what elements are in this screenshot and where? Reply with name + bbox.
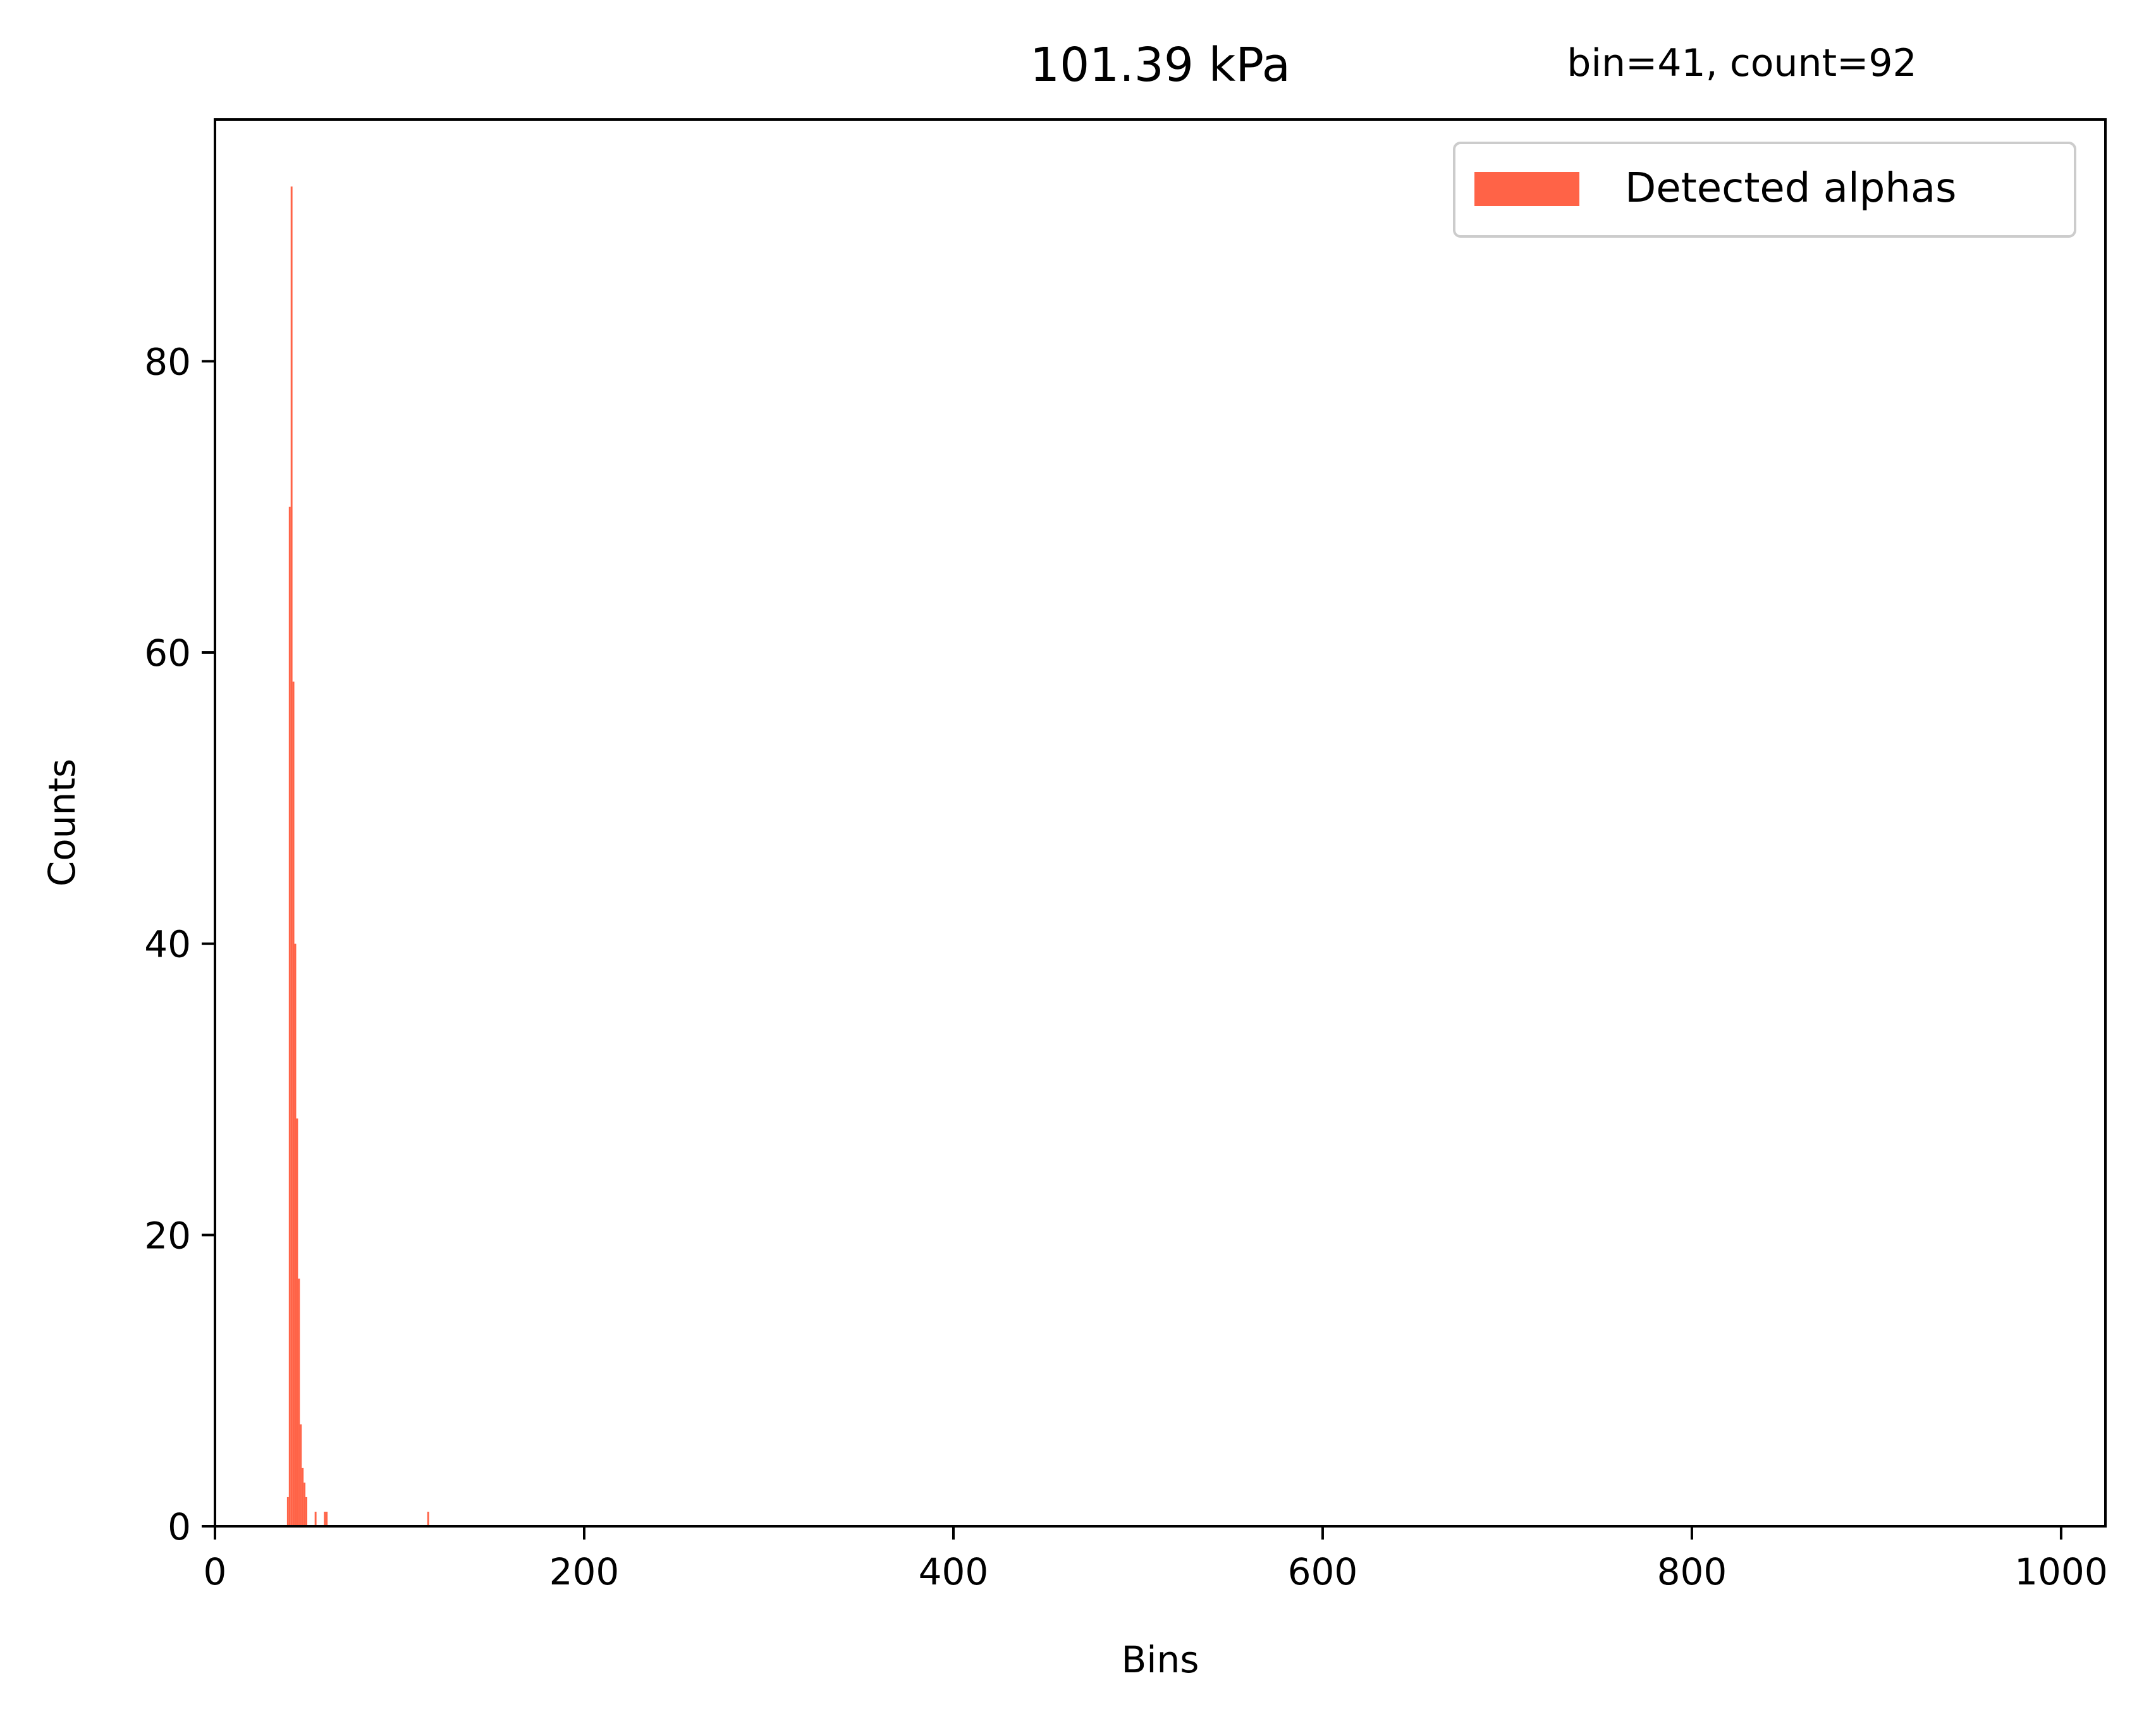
- bar-bin-42: [292, 682, 295, 1526]
- y-tick-label: 40: [144, 923, 191, 966]
- bar-bin-48: [303, 1482, 306, 1526]
- legend: Detected alphas: [1453, 142, 2076, 238]
- y-tick-label: 60: [144, 632, 191, 675]
- plot-frame: [214, 118, 2107, 1528]
- bar-bin-59: [324, 1511, 326, 1526]
- y-axis-label: Counts: [40, 759, 83, 886]
- legend-box: [1453, 142, 2076, 238]
- peak-annotation: bin=41, count=92: [1567, 41, 1916, 85]
- bar-bin-43: [294, 943, 297, 1526]
- bar-bin-44: [296, 1118, 298, 1526]
- x-tick-label: 400: [919, 1550, 989, 1593]
- x-axis-ticks: 0 200 400 600 800 1000: [204, 1526, 2108, 1593]
- bar-bin-115: [427, 1511, 429, 1526]
- x-axis-label: Bins: [1122, 1638, 1199, 1681]
- legend-entry-detected-alphas: Detected alphas: [1625, 165, 1957, 212]
- bar-bin-49: [305, 1497, 307, 1526]
- bar-bin-45: [298, 1278, 300, 1526]
- y-tick-label: 0: [168, 1505, 191, 1548]
- bar-bin-47: [302, 1467, 304, 1526]
- legend-swatch: [1474, 172, 1579, 206]
- x-tick-label: 800: [1657, 1550, 1727, 1593]
- x-tick-label: 200: [549, 1550, 620, 1593]
- bar-bin-60: [326, 1511, 328, 1526]
- bar-bin-41: [290, 186, 293, 1526]
- y-tick-label: 20: [144, 1214, 191, 1257]
- bars-group: [286, 186, 429, 1526]
- bar-bin-39: [286, 1497, 289, 1526]
- bar-bin-46: [300, 1424, 302, 1526]
- bar-bin-54: [314, 1511, 317, 1526]
- chart-title: 101.39 kPa: [1030, 38, 1290, 92]
- x-tick-label: 1000: [2014, 1550, 2108, 1593]
- y-axis-ticks: 0 20 40 60 80: [144, 340, 215, 1548]
- bar-bin-40: [288, 506, 291, 1526]
- x-tick-label: 0: [204, 1550, 227, 1593]
- x-tick-label: 600: [1288, 1550, 1358, 1593]
- y-tick-label: 80: [144, 340, 191, 383]
